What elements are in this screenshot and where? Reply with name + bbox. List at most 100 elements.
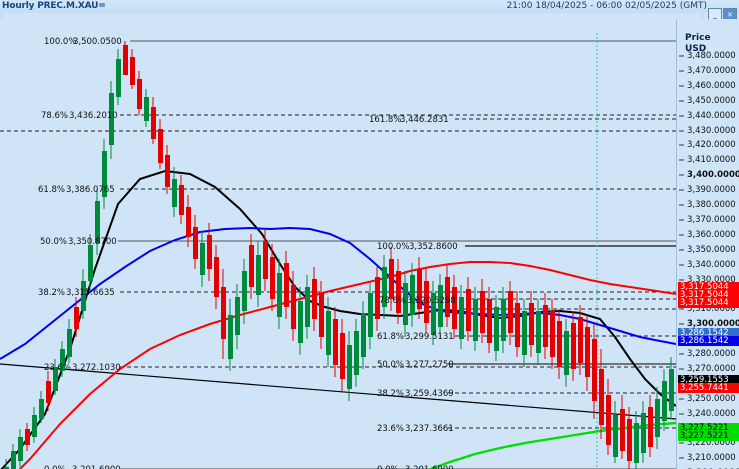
candlestick-series — [4, 41, 674, 469]
fib-set-left — [118, 40, 676, 469]
fib-left-label-2: 61.8% — [38, 185, 65, 195]
axis-tick-mark — [679, 353, 684, 355]
axis-tick-label: 3,380.0000 — [687, 200, 736, 210]
price-marker-badge[interactable]: 3,286.1542 — [678, 328, 739, 338]
fib-right-price-6: 3,237.3661 — [405, 424, 454, 434]
axis-tick-mark — [679, 413, 684, 415]
axis-tick-mark — [679, 189, 684, 191]
axis-tick-mark — [679, 100, 684, 102]
axis-tick-label: 3,330.0000 — [687, 274, 736, 285]
fib-right-labels: 161.8% 3,446.2831 100.0% 3,352.8600 78.6… — [369, 115, 458, 469]
close-icon[interactable]: ✕ — [723, 8, 737, 21]
axis-tick-mark — [679, 130, 684, 131]
axis-tick-label: 3,450.0000 — [687, 95, 736, 106]
fib-left-price-1: 3,436.2010 — [69, 111, 118, 121]
fib-right-price-1: 3,352.8600 — [409, 242, 458, 252]
fib-right-label-3: 61.8% — [377, 332, 404, 342]
axis-tick-label: 3,340.0000 — [687, 259, 736, 270]
fib-right-label-1: 100.0% — [377, 242, 409, 252]
fib-right-label-4: 50.0% — [377, 360, 404, 370]
axis-tick-mark — [679, 115, 684, 117]
axis-tick-mark — [679, 308, 684, 310]
axis-tick-label: 3,210.0000 — [687, 453, 736, 464]
axis-tick-mark — [679, 457, 684, 459]
axis-tick-mark — [679, 174, 684, 176]
axis-tick-label: 3,370.0000 — [687, 214, 736, 225]
price-marker-badge[interactable]: 3,286.1542 — [678, 336, 739, 346]
axis-tick-mark — [679, 264, 684, 266]
fib-right-price-2: 3,320.5298 — [407, 296, 456, 306]
window-title-bar: Hourly PREC.M.XAU= 21:00 18/04/2025 - 06… — [0, 0, 739, 21]
axis-tick-label: 3,220.0000 — [687, 438, 736, 449]
axis-tick-mark — [679, 85, 684, 87]
fib-right-price-3: 3,299.5131 — [405, 332, 454, 342]
axis-tick-label: 3,360.0000 — [687, 229, 736, 240]
fib-right-price-5: 3,259.4369 — [405, 389, 454, 399]
chart-canvas: 100.0% 3,500.0500 78.6% 3,436.2010 61.8%… — [0, 33, 676, 469]
date-range-label: 21:00 18/04/2025 - 06:00 02/05/2025 (GMT… — [506, 1, 707, 11]
fib-left-price-4: 3,315.6635 — [66, 288, 115, 298]
axis-tick-label: 3,300.0000 — [687, 319, 739, 330]
fib-right-label-0: 161.8% — [369, 115, 401, 125]
price-axis[interactable]: Price USD 3,480.0000 3,470.0000 3,460.0000… — [676, 19, 739, 469]
axis-tick-label: 3,390.0000 — [687, 185, 736, 196]
axis-tick-mark — [679, 234, 684, 236]
axis-tick-mark — [679, 249, 684, 251]
axis-tick-mark — [679, 159, 684, 161]
axis-tick-label: 3,310.0000 — [687, 304, 736, 315]
fib-right-price-0: 3,446.2831 — [400, 115, 449, 125]
axis-tick-label: 3,350.0000 — [687, 244, 736, 255]
price-marker-badge[interactable]: 3,317.5044 — [678, 298, 739, 308]
fib-right-label-2: 78.6% — [379, 296, 406, 306]
axis-tick-mark — [679, 368, 684, 370]
fib-left-label-6: 0.0% — [44, 465, 66, 469]
fib-left-label-1: 78.6% — [41, 111, 68, 121]
trendline-descending — [0, 363, 676, 420]
fib-left-label-0: 100.0% — [44, 37, 76, 47]
axis-tick-label: 3,460.0000 — [687, 80, 736, 91]
axis-tick-label: 3,430.0000 — [687, 125, 736, 136]
axis-tick-label: 3,480.0000 — [687, 51, 736, 61]
window-controls: _ ✕ — [708, 8, 737, 21]
price-marker-badge[interactable]: 3,259.1553 — [678, 375, 739, 385]
fib-right-price-7: 3,201.6900 — [405, 465, 454, 469]
fib-right-label-7: 0.0% — [377, 465, 399, 469]
axis-header-currency: USD — [685, 44, 707, 54]
axis-header-price: Price — [685, 33, 711, 43]
fib-right-label-6: 23.6% — [377, 424, 404, 434]
axis-tick-label: 3,280.0000 — [687, 349, 736, 359]
price-marker-badge[interactable]: 3,317.5044 — [678, 290, 739, 300]
axis-tick-mark — [679, 279, 684, 280]
fib-right-price-4: 3,277.2750 — [405, 360, 454, 370]
chart-plot-area[interactable]: 100.0% 3,500.0500 78.6% 3,436.2010 61.8%… — [0, 19, 676, 469]
axis-tick-mark — [679, 219, 684, 221]
page-title: Hourly PREC.M.XAU= — [2, 1, 106, 11]
axis-tick-label: 3,470.0000 — [687, 65, 736, 76]
price-marker-badge[interactable]: 3,255.7441 — [678, 383, 739, 393]
fib-left-labels: 100.0% 3,500.0500 78.6% 3,436.2010 61.8%… — [38, 37, 122, 469]
axis-tick-label: 3,440.0000 — [687, 110, 736, 121]
axis-tick-label: 3,250.0000 — [687, 393, 736, 404]
axis-tick-mark — [679, 144, 684, 146]
axis-tick-label: 3,240.0000 — [687, 408, 736, 419]
price-marker-badge[interactable]: 3,317.5044 — [678, 282, 739, 292]
fib-left-price-2: 3,386.0765 — [66, 185, 115, 195]
fib-left-label-4: 38.2% — [38, 288, 65, 298]
fib-left-price-3: 3,350.8700 — [68, 237, 117, 247]
fib-left-price-6: 3,201.6900 — [72, 465, 121, 469]
axis-tick-mark — [679, 442, 684, 444]
axis-tick-mark — [679, 323, 684, 325]
axis-tick-mark — [679, 398, 684, 400]
price-marker-badge[interactable]: 3,227.5221 — [678, 431, 739, 441]
axis-tick-label: 3,400.0000 — [687, 170, 739, 181]
axis-tick-label: 3,420.0000 — [687, 140, 736, 151]
fib-left-price-0: 3,500.0500 — [73, 37, 122, 47]
fib-right-label-5: 38.2% — [377, 389, 404, 399]
fib-left-label-5: 23.6% — [44, 363, 71, 373]
axis-tick-mark — [679, 55, 684, 57]
price-marker-badge[interactable]: 3,227.5221 — [678, 423, 739, 433]
axis-tick-mark — [679, 204, 684, 206]
fib-set-right — [0, 118, 676, 429]
axis-tick-label: 3,270.0000 — [687, 363, 736, 374]
